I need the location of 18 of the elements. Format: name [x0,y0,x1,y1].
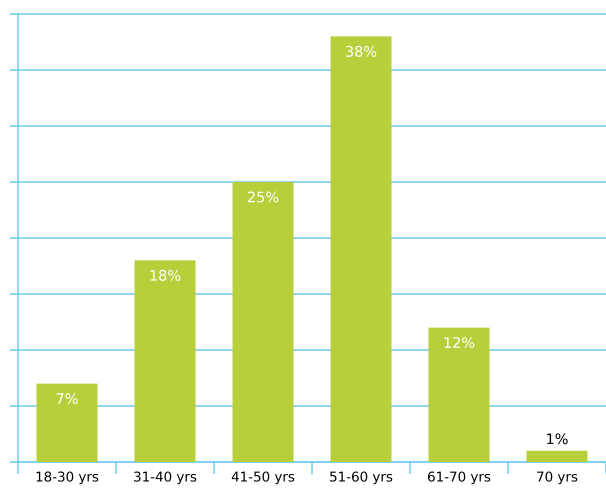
data-label: 1% [547,433,568,444]
x-tick-label: 51-60 yrs [330,472,392,484]
bar [428,328,490,462]
x-tick-label: 61-70 yrs [428,472,490,484]
bar [134,260,196,462]
data-label: 7% [56,393,78,404]
x-tick-label: 18-30 yrs [36,472,98,484]
data-label: 18% [150,270,180,281]
x-tick-label: 41-50 yrs [232,472,294,484]
bar [232,182,294,462]
data-label: 12% [444,337,474,348]
bar [330,36,392,462]
data-label: 25% [248,191,278,202]
bar [526,450,588,462]
x-tick-label: 31-40 yrs [134,472,196,484]
x-tick-label: 70 yrs [537,472,578,484]
bar [36,384,98,462]
data-label: 38% [346,46,376,57]
